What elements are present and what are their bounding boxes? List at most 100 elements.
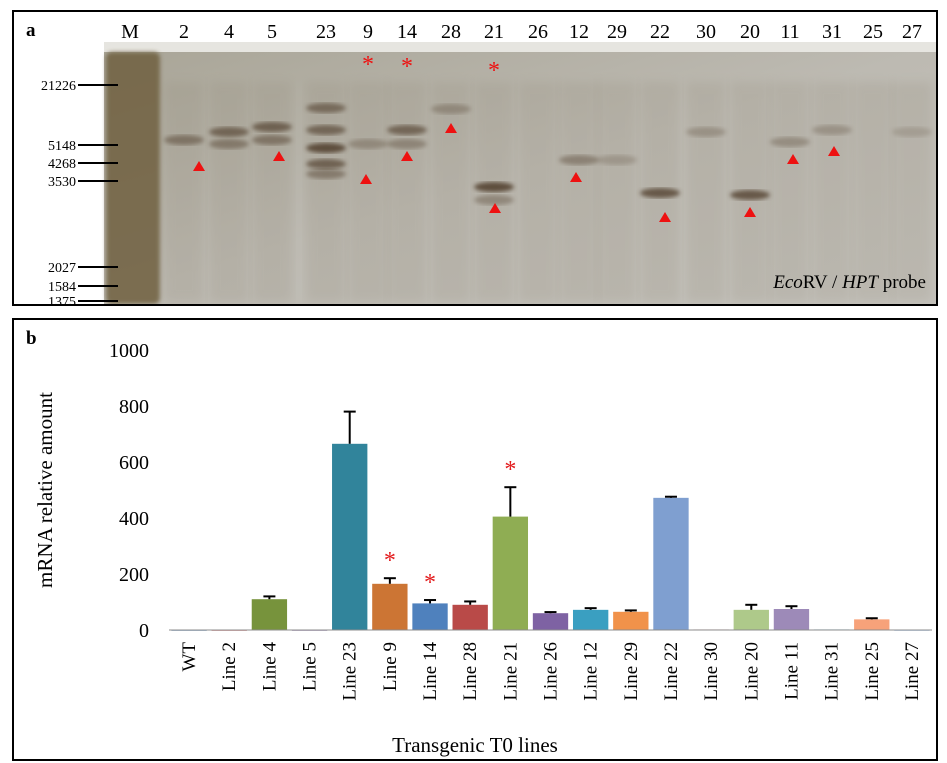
bar [372,583,408,630]
bar [572,609,609,630]
y-tick-label: 0 [139,620,149,642]
y-tick-label: 600 [119,452,149,474]
x-tick-label: Line 29 [621,642,642,701]
x-tick-label: Line 14 [420,642,441,701]
lane-label: 20 [740,21,760,43]
bar [412,603,448,630]
size-marker-label: 3530 [48,175,76,190]
band-arrowhead [360,174,372,184]
lane-smear [559,82,599,302]
southern-blot-panel: 21226 5148 4268 3530 2027 1584 1375 a M 2 4 5 23 9… [12,10,938,306]
significance-asterisk: * [384,548,396,574]
bar [532,613,569,630]
bar [854,619,890,630]
bar [251,599,288,630]
band-arrowhead [489,203,501,213]
x-tick-label: Line 12 [581,642,602,701]
blot-band [387,139,427,149]
lane-asterisk: * [401,54,413,80]
lane-label: 31 [822,21,842,43]
x-axis-title: Transgenic T0 lines [392,733,558,757]
lane-label: 22 [650,21,670,43]
bar [773,609,810,630]
blot-band [770,137,810,147]
panel-a-label: a [26,20,36,41]
x-tick-label: Line 31 [822,642,843,701]
size-marker-label: 2027 [48,261,76,276]
blot-band [306,103,346,113]
blot-band [252,135,292,145]
y-tick-label: 200 [119,564,149,586]
lane-smear [853,82,893,302]
lane-label: 2 [179,21,189,43]
lane-smear [209,82,249,302]
blot-band [387,125,427,135]
blot-band [892,127,932,137]
lane-label: 26 [528,21,548,43]
blot-band [597,155,637,165]
lane-asterisk: * [362,52,374,78]
blot-band [306,159,346,169]
lane-label: 30 [696,21,716,43]
y-tick-label: 800 [119,396,149,418]
lane-label: 27 [902,21,922,43]
lane-smear [518,82,558,302]
blot-top-strip [104,42,936,52]
x-tick-label: Line 27 [902,642,923,701]
lane-label: 21 [484,21,504,43]
lane-asterisk: * [488,58,500,84]
x-tick-label: Line 11 [781,642,802,700]
x-tick-label: Line 22 [661,642,682,701]
lane-smear [387,82,427,302]
blot-band [252,122,292,132]
blot-band [306,125,346,135]
bar [332,443,368,630]
lane-smear [306,82,346,302]
band-arrowhead [659,212,671,222]
marker-lane-label: M [121,21,139,43]
x-tick-label: Line 2 [219,642,240,691]
lane-label: 14 [397,21,417,43]
lane-smear [164,82,204,302]
band-arrowhead [570,172,582,182]
size-marker-label: 5148 [48,139,76,154]
band-arrowhead [828,146,840,156]
x-tick-label: Line 9 [380,642,401,691]
band-arrowhead [744,207,756,217]
band-arrowhead [273,151,285,161]
x-tick-label: Line 5 [300,642,321,691]
lane-label: 23 [316,21,336,43]
band-arrowhead [445,123,457,133]
x-tick-label: WT [179,642,200,672]
lane-label: 29 [607,21,627,43]
blot-band [730,190,770,200]
lane-smear [597,82,637,302]
significance-asterisk: * [424,570,436,596]
blot-band [306,169,346,179]
lane-label: 9 [363,21,373,43]
lane-label: 28 [441,21,461,43]
x-tick-label: Line 20 [741,642,762,701]
blot-band [812,125,852,135]
band-arrowhead [193,161,205,171]
lane-label: 5 [267,21,277,43]
lane-label: 25 [863,21,883,43]
lane-label: 11 [780,21,799,43]
blot-band [431,104,471,114]
x-tick-label: Line 21 [500,642,521,701]
x-tick-label: Line 4 [259,642,280,692]
blot-band [686,127,726,137]
x-tick-label: Line 26 [541,642,562,701]
band-arrowhead [787,154,799,164]
significance-asterisk: * [504,457,516,483]
qpcr-bar-chart-panel: b mRNA relative amount 0 200 400 600 800 1000… [12,318,938,761]
bar [492,516,529,630]
blot-band [209,127,249,137]
blot-band [348,139,388,149]
marker-lane [106,52,160,304]
size-marker-label: 1584 [48,280,76,295]
bar [733,609,769,630]
bar [613,611,649,630]
lane-smear [770,82,810,302]
